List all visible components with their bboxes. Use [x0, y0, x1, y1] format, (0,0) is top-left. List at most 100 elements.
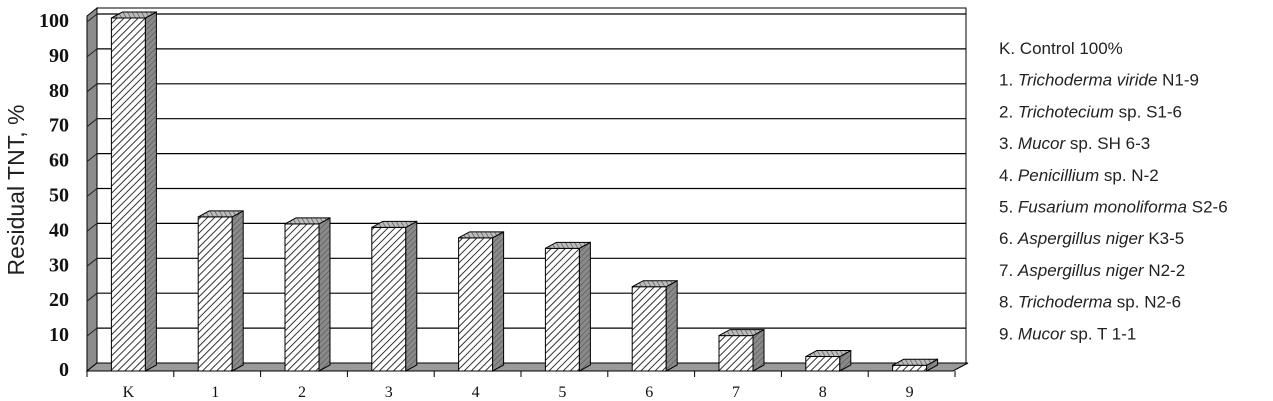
- bar-front: [544, 247, 580, 372]
- y-tick-label: 70: [49, 115, 69, 137]
- legend: K. Control 100%1. Trichoderma viride N1-…: [999, 39, 1228, 343]
- bar-front: [197, 216, 233, 372]
- gridline-side: [86, 48, 98, 58]
- bar-top: [197, 210, 244, 218]
- bar-top: [371, 220, 418, 228]
- legend-species: Aspergillus niger: [1017, 229, 1148, 248]
- legend-item: 7. Aspergillus niger N2-2: [999, 261, 1185, 280]
- legend-species: Trichoderma viride: [1018, 71, 1162, 90]
- bar-K: [110, 11, 157, 372]
- gridline-side: [86, 292, 98, 302]
- x-tick-label: K: [123, 384, 135, 401]
- legend-strain: sp. T 1-1: [1070, 324, 1136, 343]
- legend-key: 5.: [999, 198, 1018, 217]
- bar-top: [458, 231, 504, 239]
- legend-species: Trichoderma: [1018, 293, 1117, 312]
- legend-strain: N2-2: [1148, 261, 1185, 280]
- bars: [110, 11, 939, 372]
- legend-species: Penicillium: [1018, 166, 1104, 185]
- legend-strain: K3-5: [1148, 229, 1184, 248]
- bar-1: [197, 210, 244, 372]
- gridline-side: [86, 153, 98, 162]
- gridline-side: [86, 83, 98, 93]
- gridline-side: [86, 257, 98, 267]
- y-axis-label: Residual TNT, %: [3, 105, 29, 276]
- x-tick-label: 2: [298, 384, 306, 401]
- y-axis-ticks: 0 10 20 30 40 50 60 70 80 90 100: [39, 10, 69, 381]
- y-tick-label: 100: [39, 10, 69, 32]
- legend-strain: N1-9: [1162, 71, 1199, 90]
- legend-item: K. Control 100%: [999, 39, 1123, 58]
- legend-species: Mucor: [1018, 134, 1070, 153]
- bar-5: [544, 241, 591, 372]
- legend-key: 9.: [999, 324, 1018, 343]
- bar-9: [892, 358, 939, 372]
- bar-side: [665, 279, 678, 372]
- x-tick-label: 8: [819, 384, 827, 401]
- legend-key: 7.: [999, 261, 1018, 280]
- bar-top: [718, 329, 765, 337]
- x-tick-label: 6: [645, 384, 653, 401]
- bar-front: [284, 223, 320, 372]
- bar-2: [284, 217, 331, 372]
- legend-key: K.: [999, 39, 1020, 58]
- legend-key: 3.: [999, 134, 1018, 153]
- bar-4: [458, 231, 505, 372]
- gridline-side: [86, 188, 98, 197]
- bar-side: [578, 241, 591, 372]
- bar-top: [805, 350, 852, 358]
- x-tick-label: 7: [732, 384, 740, 401]
- bar-side: [405, 220, 418, 372]
- legend-species: Mucor: [1018, 324, 1070, 343]
- x-tick-label: 4: [472, 384, 480, 401]
- legend-strain: sp. N-2: [1104, 166, 1159, 185]
- x-tick-label: 1: [211, 384, 219, 401]
- bar-top: [545, 241, 591, 249]
- legend-item: 8. Trichoderma sp. N2-6: [999, 293, 1181, 312]
- legend-item: 2. Trichotecium sp. S1-6: [999, 102, 1182, 121]
- gridline-side: [86, 13, 98, 23]
- y-tick-label: 0: [59, 359, 69, 381]
- legend-species: Aspergillus niger: [1017, 261, 1148, 280]
- bar-6: [631, 279, 678, 372]
- legend-key: 2.: [999, 102, 1018, 121]
- bar-side: [231, 210, 244, 372]
- legend-strain: S2-6: [1192, 198, 1228, 217]
- legend-item: 5. Fusarium monoliforma S2-6: [999, 198, 1228, 217]
- bar-3: [371, 220, 418, 372]
- y-tick-label: 50: [49, 185, 69, 207]
- legend-key: 1.: [999, 71, 1018, 90]
- y-tick-label: 10: [49, 324, 69, 346]
- bar-7: [718, 328, 765, 372]
- bar-front: [371, 226, 407, 372]
- legend-item: 3. Mucor sp. SH 6-3: [999, 134, 1150, 153]
- legend-strain: Control 100%: [1020, 39, 1123, 58]
- legend-strain: sp. S1-6: [1119, 102, 1182, 121]
- legend-strain: sp. N2-6: [1117, 293, 1181, 312]
- y-tick-label: 60: [49, 150, 69, 172]
- legend-strain: sp. SH 6-3: [1070, 134, 1150, 153]
- bar-top: [284, 217, 331, 225]
- legend-key: 4.: [999, 166, 1018, 185]
- legend-item: 6. Aspergillus niger K3-5: [999, 229, 1184, 248]
- bar-front: [458, 237, 494, 372]
- bar-8: [805, 349, 852, 372]
- bar-front: [110, 17, 146, 372]
- y-tick-label: 90: [49, 45, 69, 67]
- x-tick-label: 3: [385, 384, 393, 401]
- bar-front: [718, 335, 754, 372]
- y-tick-label: 20: [49, 289, 69, 311]
- legend-key: 8.: [999, 293, 1018, 312]
- legend-species: Trichotecium: [1018, 102, 1119, 121]
- y-tick-label: 80: [49, 80, 69, 102]
- legend-species: Fusarium monoliforma: [1018, 198, 1192, 217]
- x-axis-ticks: K 1 2 3 4 5 6 7 8 9: [86, 371, 956, 401]
- bar-front: [631, 286, 667, 372]
- bar-side: [144, 11, 157, 372]
- bar-front: [892, 364, 928, 372]
- y-tick-label: 30: [49, 254, 69, 276]
- gridline-side: [86, 118, 98, 128]
- legend-key: 6.: [999, 229, 1018, 248]
- bar-side: [318, 217, 331, 372]
